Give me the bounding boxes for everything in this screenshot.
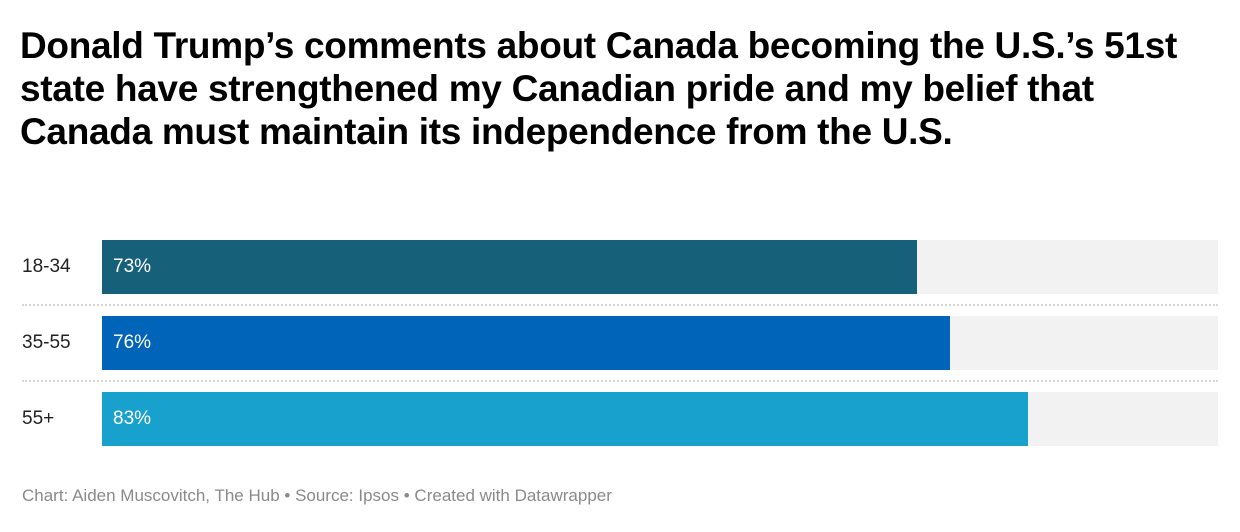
chart-footer: Chart: Aiden Muscovitch, The Hub • Sourc… [22,486,612,506]
chart-credit: Chart: Aiden Muscovitch, The Hub [22,486,280,505]
bar-track: 76% [102,316,1218,370]
bar-value-label: 76% [113,332,152,353]
row-label: 35-55 [22,332,71,353]
row-separator [22,380,1218,382]
bar: 76% [102,316,951,370]
footer-separator: • [399,486,415,505]
source-credit: Source: Ipsos [295,486,400,505]
row-label: 55+ [22,408,55,429]
datawrapper-credit: Created with Datawrapper [414,486,612,505]
bar-value-label: 83% [113,408,152,429]
row-label: 18-34 [22,256,71,277]
bar-row-35-55: 35-55 76% [0,316,1240,370]
bar-track: 73% [102,240,1218,294]
footer-separator: • [279,486,296,505]
chart-title: Donald Trump’s comments about Canada bec… [20,25,1178,152]
bar-value-label: 73% [113,256,152,277]
bar-track: 83% [102,392,1218,446]
bar-row-55-plus: 55+ 83% [0,392,1240,446]
bar: 73% [102,240,917,294]
bar-row-18-34: 18-34 73% [0,240,1240,294]
row-separator [22,304,1218,306]
bar: 83% [102,392,1029,446]
